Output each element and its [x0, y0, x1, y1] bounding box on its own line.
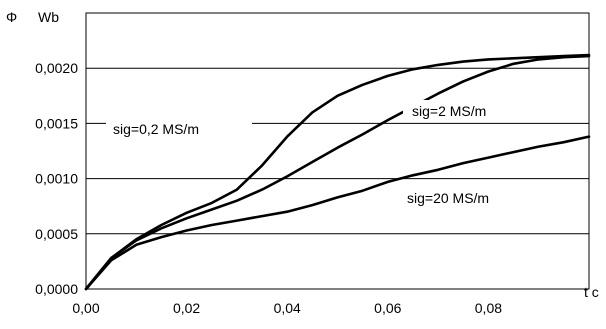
y-tick-label: 0,0000 [35, 281, 78, 297]
series-label-sig-20: sig=20 MS/m [407, 190, 489, 206]
x-tick-label: 0,06 [374, 300, 401, 316]
series-line-2 [84, 135, 591, 291]
x-tick-label: 0,00 [72, 300, 99, 316]
y-tick-label: 0,0010 [35, 171, 78, 187]
label-bg-sig-2 [403, 100, 521, 122]
series-label-sig-2: sig=2 MS/m [412, 103, 486, 119]
tick-labels: 0,0000 0,0005 0,0010 0,0015 0,0020 0,00 0,02 0,… [35, 60, 502, 316]
x-tick-label: 0,08 [475, 300, 502, 316]
y-tick-label: 0,0005 [35, 226, 78, 242]
x-axis-label: t c [584, 284, 599, 300]
x-tick-label: 0,02 [173, 300, 200, 316]
y-axis-symbol: Φ [6, 9, 17, 25]
label-bg-sig-20 [399, 187, 534, 209]
series-line-0 [84, 53, 591, 291]
y-tick-label: 0,0020 [35, 60, 78, 76]
series-group [84, 53, 591, 291]
series-label-sig-0-2: sig=0,2 MS/m [113, 121, 199, 137]
plot-area [85, 12, 590, 290]
y-axis-unit: Wb [38, 9, 59, 25]
y-tick-label: 0,0015 [35, 115, 78, 131]
x-tick-label: 0,04 [274, 300, 301, 316]
label-bg-sig-0-2 [106, 117, 252, 139]
series-line-1 [84, 54, 591, 291]
